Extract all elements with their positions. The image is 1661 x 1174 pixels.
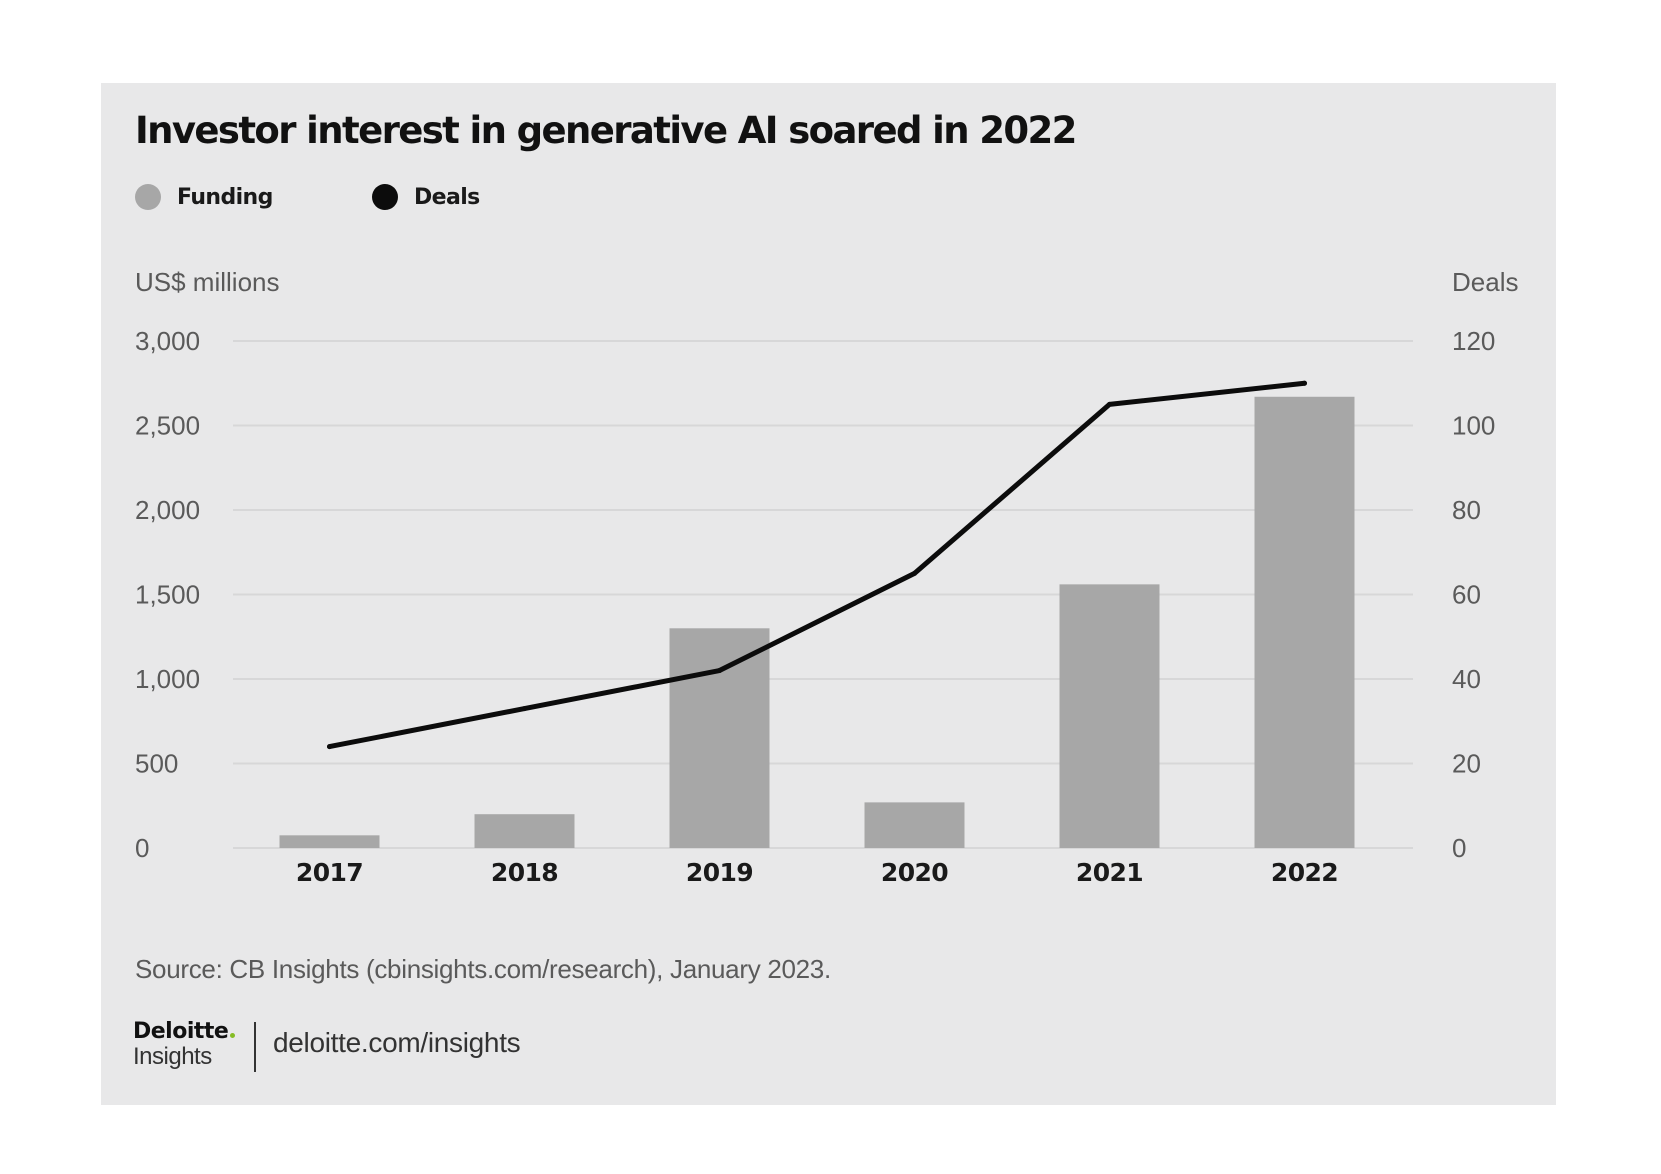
x-tick-label: 2020 bbox=[881, 858, 948, 887]
y-tick-label: 2,000 bbox=[135, 495, 200, 525]
funding-bar bbox=[279, 835, 380, 848]
funding-bar bbox=[1059, 584, 1160, 848]
funding-bar bbox=[474, 814, 575, 848]
deloitte-logo: Deloitte Insights bbox=[133, 1019, 241, 1075]
y2-tick-label: 120 bbox=[1452, 326, 1495, 356]
y-axis-title: US$ millions bbox=[135, 267, 280, 297]
deals-point bbox=[717, 668, 722, 674]
y2-tick-label: 80 bbox=[1452, 495, 1481, 525]
deals-point bbox=[522, 706, 527, 712]
y-tick-label: 1,500 bbox=[135, 580, 200, 610]
deals-point bbox=[327, 744, 332, 750]
deals-point bbox=[912, 570, 917, 576]
y2-tick-label: 0 bbox=[1452, 833, 1466, 863]
chart-panel: Investor interest in generative AI soare… bbox=[101, 83, 1556, 1105]
x-tick-label: 2022 bbox=[1271, 858, 1338, 887]
y2-tick-label: 20 bbox=[1452, 749, 1481, 779]
funding-bar bbox=[1254, 396, 1355, 848]
legend-funding-label: Funding bbox=[177, 184, 273, 210]
legend-funding-swatch bbox=[135, 184, 161, 210]
legend-deals-label: Deals bbox=[414, 184, 480, 210]
legend-funding: Funding bbox=[135, 179, 273, 215]
y-tick-label: 0 bbox=[135, 833, 149, 863]
brand-sub: Insights bbox=[133, 1043, 212, 1070]
brand-name-text: Deloitte bbox=[133, 1019, 229, 1044]
chart-title: Investor interest in generative AI soare… bbox=[135, 109, 1077, 152]
x-tick-label: 2017 bbox=[296, 858, 363, 887]
x-tick-label: 2018 bbox=[491, 858, 558, 887]
x-tick-label: 2021 bbox=[1076, 858, 1143, 887]
funding-bar bbox=[864, 802, 965, 848]
y-tick-label: 500 bbox=[135, 749, 178, 779]
y2-axis-title: Deals bbox=[1452, 267, 1518, 297]
deals-point bbox=[1107, 401, 1112, 407]
y-tick-label: 3,000 bbox=[135, 326, 200, 356]
source-note: Source: CB Insights (cbinsights.com/rese… bbox=[135, 954, 831, 984]
y2-tick-label: 40 bbox=[1452, 664, 1481, 694]
brand-name: Deloitte bbox=[133, 1019, 236, 1044]
brand-green-dot bbox=[230, 1033, 236, 1038]
y2-tick-label: 60 bbox=[1452, 580, 1481, 610]
legend-deals-swatch bbox=[372, 184, 398, 210]
y2-tick-label: 100 bbox=[1452, 411, 1495, 441]
chart-plot: US$ millions Deals 0 500 1,000 1,500 2,000 2,50… bbox=[135, 267, 1518, 887]
deals-line bbox=[327, 380, 1307, 750]
x-tick-label: 2019 bbox=[686, 858, 753, 887]
y-tick-label: 1,000 bbox=[135, 664, 200, 694]
legend-deals: Deals bbox=[372, 179, 480, 215]
brand-divider bbox=[254, 1022, 256, 1072]
funding-bar bbox=[669, 628, 770, 848]
y-tick-label: 2,500 bbox=[135, 411, 200, 441]
brand-url: deloitte.com/insights bbox=[273, 1027, 521, 1058]
deals-point bbox=[1302, 380, 1307, 386]
